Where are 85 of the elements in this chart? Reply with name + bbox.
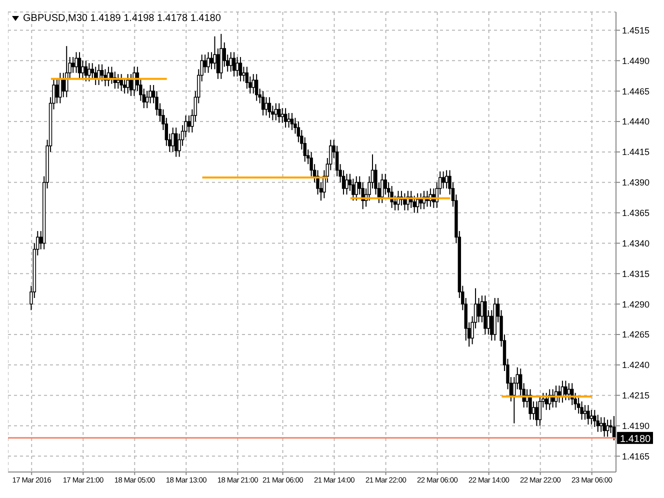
candlestick bbox=[78, 52, 82, 80]
candlestick bbox=[81, 60, 84, 80]
candlestick bbox=[213, 36, 216, 70]
candlestick bbox=[538, 394, 542, 426]
candlestick bbox=[564, 380, 568, 401]
y-tick-label: 1.4215 bbox=[622, 390, 650, 401]
candlestick bbox=[416, 192, 420, 214]
candlestick bbox=[380, 173, 384, 204]
candlestick bbox=[97, 64, 100, 86]
candlestick bbox=[284, 108, 288, 128]
candlestick bbox=[590, 409, 594, 426]
candlestick bbox=[148, 84, 152, 104]
candlestick bbox=[419, 192, 422, 210]
y-tick-label: 1.4440 bbox=[622, 116, 650, 127]
candlestick bbox=[352, 178, 355, 202]
candlestick bbox=[528, 388, 532, 420]
candlestick bbox=[384, 173, 387, 196]
candlestick bbox=[567, 382, 571, 401]
y-tick-label: 1.4365 bbox=[622, 208, 650, 218]
candlestick bbox=[252, 74, 255, 94]
y-tick-label: 1.4315 bbox=[622, 268, 650, 279]
y-tick-label: 1.4290 bbox=[622, 299, 650, 310]
y-tick-label: 1.4390 bbox=[622, 178, 650, 188]
candlestick bbox=[442, 170, 445, 189]
candlestick bbox=[110, 66, 114, 84]
candlestick bbox=[280, 108, 284, 124]
candlestick bbox=[345, 173, 348, 196]
y-tick-label: 1.4340 bbox=[622, 238, 650, 248]
candlestick bbox=[242, 66, 246, 82]
candlestick bbox=[129, 74, 133, 96]
candlestick bbox=[120, 74, 123, 92]
y-tick-label: 1.4265 bbox=[622, 330, 650, 340]
y-tick-label: 1.4515 bbox=[622, 25, 650, 36]
candlestick bbox=[444, 170, 448, 189]
candlestick bbox=[264, 96, 268, 116]
candlestick bbox=[88, 62, 91, 82]
candlestick bbox=[122, 78, 126, 94]
candlestick bbox=[606, 419, 610, 438]
candlestick bbox=[544, 392, 548, 410]
candlestick bbox=[583, 404, 587, 420]
candlestick bbox=[229, 52, 232, 72]
candlestick bbox=[232, 52, 236, 77]
candlestick bbox=[74, 52, 78, 74]
candlestick bbox=[596, 414, 600, 432]
candlestick bbox=[245, 66, 249, 90]
candlestick bbox=[55, 78, 59, 104]
y-tick-label: 1.4190 bbox=[622, 420, 650, 431]
candlestick bbox=[586, 404, 590, 426]
candlestick bbox=[171, 127, 174, 152]
candlestick bbox=[602, 416, 606, 438]
candlestick bbox=[126, 74, 130, 94]
candlestick bbox=[290, 112, 294, 131]
candlestick bbox=[403, 192, 406, 211]
candlestick bbox=[116, 74, 120, 90]
candlestick bbox=[274, 102, 278, 121]
candlestick bbox=[58, 72, 62, 104]
candlestick bbox=[206, 52, 210, 74]
candlestick bbox=[580, 400, 584, 420]
candlestick bbox=[84, 60, 88, 82]
ref-line-label: 1.4180 bbox=[620, 434, 652, 445]
y-tick-label: 1.4415 bbox=[622, 147, 650, 158]
y-tick-label: 1.4465 bbox=[622, 86, 650, 96]
candlestick bbox=[535, 400, 538, 426]
candlestick bbox=[238, 56, 242, 82]
y-tick-label: 1.4165 bbox=[622, 451, 650, 462]
candlestick bbox=[174, 127, 178, 158]
candlestick bbox=[100, 64, 104, 82]
candlestick bbox=[261, 90, 265, 116]
candlestick bbox=[354, 176, 358, 202]
candlestick bbox=[236, 56, 239, 77]
y-tick-label: 1.4490 bbox=[622, 56, 650, 66]
chart-title: GBPUSD,M30 1.4189 1.4198 1.4178 1.4180 bbox=[23, 13, 221, 24]
candlestick bbox=[412, 195, 416, 214]
candlestick bbox=[210, 52, 214, 70]
candlestick bbox=[600, 416, 603, 432]
candlestick bbox=[477, 297, 480, 323]
candlestick bbox=[268, 96, 272, 118]
candlestick bbox=[278, 102, 281, 124]
candlestick bbox=[254, 74, 258, 102]
y-tick-label: 1.4240 bbox=[622, 360, 650, 370]
candlestick bbox=[203, 54, 207, 74]
candlestick bbox=[71, 56, 75, 74]
candlestick bbox=[187, 114, 191, 133]
candlestick bbox=[132, 66, 136, 96]
candlestick bbox=[287, 112, 290, 128]
